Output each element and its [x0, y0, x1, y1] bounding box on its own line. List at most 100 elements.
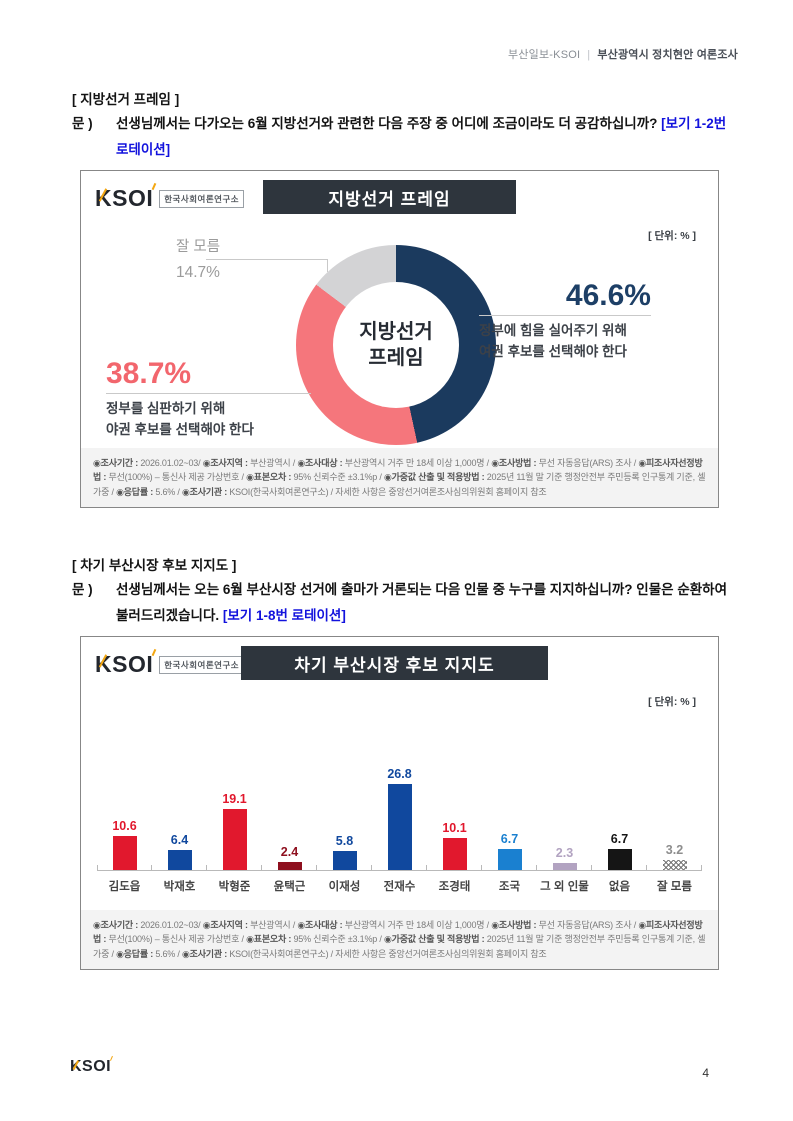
bar [552, 862, 577, 870]
bar-category-label: 조국 [498, 881, 521, 893]
methodology-label: ◉피조사자선정방법 : [93, 457, 703, 483]
question-text-block: 문 ) 선생님께서는 다가오는 6월 지방선거와 관련한 다음 주장 중 어디에… [72, 111, 742, 164]
bar-value-label: 3.2 [665, 842, 684, 857]
question-main: 선생님께서는 오는 6월 부산시장 선거에 출마가 거론되는 다음 인물 중 누… [116, 582, 727, 624]
chart-card-bars: KSOI 한국사회여론연구소 차기 부산시장 후보 지지도 [ 단위: % ] … [80, 636, 719, 970]
question-body: 선생님께서는 오는 6월 부산시장 선거에 출마가 거론되는 다음 인물 중 누… [116, 577, 742, 630]
bar-column: 10.1 [427, 751, 482, 870]
rotation-note-link[interactable]: [보기 1-2번 로테이션] [116, 116, 727, 158]
antigov-desc: 정부를 심판하기 위해 야권 후보를 선택해야 한다 [106, 399, 318, 441]
question-prefix: 문 ) [72, 582, 93, 597]
progov-desc-line1: 정부에 힘을 실어주기 위해 [479, 323, 627, 338]
header-divider: | [587, 49, 591, 61]
donut-center-line2: 프레임 [368, 347, 424, 369]
bar [662, 859, 687, 870]
bar-value-label: 19.1 [222, 791, 247, 806]
methodology-label: ◉응답률 : [116, 948, 154, 959]
axis-tick [151, 865, 152, 870]
bar-category-label: 전재수 [383, 881, 416, 893]
section-mayor-support: [ 차기 부산시장 후보 지지도 ] 문 ) 선생님께서는 오는 6월 부산시장… [72, 554, 742, 630]
bar [277, 862, 302, 870]
ksoi-logo-wordmark: KSOI [95, 185, 154, 211]
methodology-label: ◉조사기관 : [181, 486, 228, 497]
methodology-label: ◉조사지역 : [202, 457, 248, 468]
bar-value-label: 10.1 [442, 820, 467, 835]
methodology-footnote: ◉조사기간 : 2026.01.02~03/ ◉조사지역 : 부산광역시 / ◉… [81, 909, 718, 969]
header-right-text: 부산광역시 정치현안 여론조사 [597, 49, 738, 61]
dontknow-name: 잘 모름 [176, 239, 221, 255]
bar-column: 6.7 [482, 751, 537, 870]
unit-label: [ 단위: % ] [648, 230, 696, 242]
ksoi-logo-wordmark: KSOI [70, 1058, 112, 1075]
chart-card-donut: KSOI 한국사회여론연구소 지방선거 프레임 [ 단위: % ] 지방선거 프… [80, 170, 719, 508]
ksoi-logo: KSOI 한국사회여론연구소 [95, 185, 245, 212]
methodology-label: ◉조사방법 : [491, 457, 537, 468]
bar-column: 26.8 [372, 751, 427, 870]
methodology-label: ◉조사대상 : [297, 457, 343, 468]
header-left-text: 부산일보-KSOI [508, 49, 581, 61]
antigov-desc-line2: 야권 후보를 선택해야 한다 [106, 421, 254, 437]
bar-value-label: 6.7 [500, 831, 519, 846]
methodology-label: ◉가중값 산출 및 적용방법 : [383, 472, 485, 483]
bar-column: 6.4 [152, 751, 207, 870]
axis-tick [316, 865, 317, 870]
bar-category-label: 그 외 인물 [540, 881, 589, 893]
antigov-value: 38.7% [106, 357, 311, 394]
bar [167, 849, 192, 870]
methodology-footnote: ◉조사기간 : 2026.01.02~03/ ◉조사지역 : 부산광역시 / ◉… [81, 447, 718, 507]
methodology-label: ◉가중값 산출 및 적용방법 : [383, 934, 485, 945]
bar-column: 10.6 [97, 751, 152, 870]
ksoi-logo: KSOI 한국사회여론연구소 [95, 651, 245, 678]
bar-category-label: 김도읍 [108, 881, 141, 893]
donut-label-dontknow: 잘 모름 14.7% [176, 235, 220, 282]
bar [387, 784, 412, 870]
bar [442, 837, 467, 870]
ksoi-logo-subtitle: 한국사회여론연구소 [159, 189, 245, 208]
bar-column: 5.8 [317, 751, 372, 870]
bar [607, 848, 632, 870]
bar-value-label: 2.4 [280, 845, 299, 860]
bar-chart: 10.6 6.4 19.1 2.4 5.8 26.8 10.1 6.7 2.3 6.7 3.2 김도… [97, 751, 702, 894]
bar [497, 848, 522, 870]
bar [112, 836, 137, 870]
methodology-label: ◉조사기관 : [181, 948, 228, 959]
axis-tick [481, 865, 482, 870]
donut-center-label: 지방선거 프레임 [359, 319, 433, 371]
bar-column: 2.4 [262, 751, 317, 870]
axis-tick [426, 865, 427, 870]
chart-title: 지방선거 프레임 [263, 180, 516, 214]
rotation-note-link[interactable]: [보기 1-8번 로테이션] [222, 608, 346, 624]
page-number: 4 [702, 1066, 709, 1080]
page-header: 부산일보-KSOI | 부산광역시 정치현안 여론조사 [508, 46, 738, 62]
bar-value-label: 6.4 [170, 832, 189, 847]
bar-column: 2.3 [537, 751, 592, 870]
methodology-label: ◉조사지역 : [202, 919, 248, 930]
bar-category-label: 잘 모름 [657, 881, 692, 893]
ksoi-logo-subtitle: 한국사회여론연구소 [159, 655, 245, 674]
bar [222, 808, 247, 870]
bar-category-label: 박형준 [218, 881, 251, 893]
donut-hole: 지방선거 프레임 [333, 282, 459, 408]
question-prefix: 문 ) [72, 116, 93, 131]
section-heading: [ 지방선거 프레임 ] [72, 92, 180, 107]
progov-desc-line2: 여권 후보를 선택해야 한다 [479, 343, 627, 359]
bar-category-label: 없음 [608, 881, 631, 893]
axis-tick [536, 865, 537, 870]
bar-value-label: 2.3 [555, 845, 574, 860]
methodology-label: ◉조사방법 : [491, 919, 537, 930]
bar-chart-categories: 김도읍 박재호 박형준 윤택근 이재성 전재수 조경태 조국 그 외 인물 없음 잘 모름 [97, 871, 702, 894]
chart-title: 차기 부산시장 후보 지지도 [241, 646, 548, 680]
section-heading: [ 차기 부산시장 후보 지지도 ] [72, 558, 237, 573]
axis-tick [97, 865, 98, 870]
bar-column: 3.2 [647, 751, 702, 870]
donut-label-progov: 46.6% 정부에 힘을 실어주기 위해 여권 후보를 선택해야 한다 [479, 279, 691, 363]
axis-tick [591, 865, 592, 870]
bar-category-label: 윤택근 [273, 881, 306, 893]
antigov-desc-line1: 정부를 심판하기 위해 [106, 401, 226, 416]
donut-center-line1: 지방선거 [359, 321, 433, 343]
question-text-block: 문 ) 선생님께서는 오는 6월 부산시장 선거에 출마가 거론되는 다음 인물… [72, 577, 742, 630]
methodology-label: ◉표본오차 : [246, 472, 292, 483]
methodology-label: ◉조사기간 : [93, 457, 139, 468]
bar-value-label: 5.8 [335, 834, 354, 849]
